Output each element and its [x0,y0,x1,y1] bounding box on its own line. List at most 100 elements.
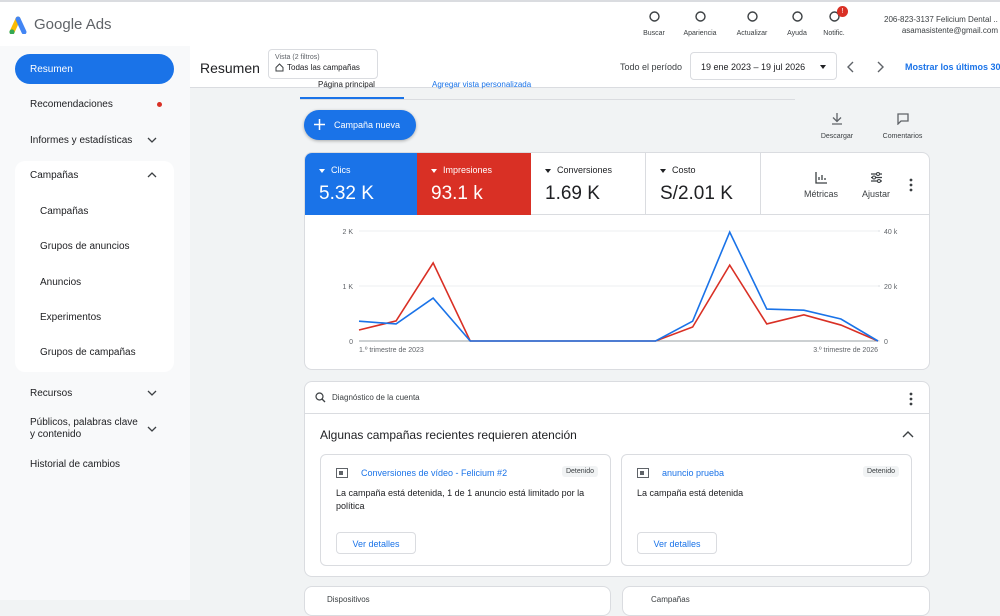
tile-label-text: Impresiones [443,165,493,175]
toolbar-button[interactable]: Actualizar [727,10,777,37]
toolbar-label: Ayuda [787,30,807,37]
toolbar-label: Notific. [823,30,845,37]
nav-item[interactable]: Campañas [30,170,79,181]
dropdown-arrow [820,65,826,69]
metrics-button[interactable]: Métricas [801,171,841,199]
tile-arrow [319,168,325,173]
y-tick-label: 1 K [342,284,353,291]
adjust-label: Ajustar [861,189,890,199]
date-range-text: 19 ene 2023 – 19 jul 2026 [701,62,806,72]
diag-title: Diagnóstico de la cuenta [332,393,420,402]
tool-icon [648,11,660,22]
metric-tile[interactable]: Costo S/2.01 K [646,153,761,215]
nav-item[interactable]: Públicos, palabras clave y contenido [30,417,138,440]
alert-message: La campaña está detenida [637,488,744,498]
y-tick-label: 0 [349,339,353,346]
side-nav: Resumen Recomendaciones Informes y estadís… [0,46,190,600]
campaign-icon [336,468,348,478]
chevron[interactable] [147,390,157,396]
nav-item[interactable]: Informes y estadísticas [30,135,133,146]
diag-heading: Algunas campañas recientes requieren ate… [320,428,577,442]
show-last-link[interactable]: Mostrar los últimos 30 [905,62,1000,72]
bottom-card: Campañas [622,586,930,616]
toolbar-label: Buscar [643,30,665,37]
performance-card: Clics 5.32 K Impresiones 93.1 k Conversion… [304,152,930,370]
nav-group-bg [15,161,174,372]
collapse-icon[interactable] [902,430,914,438]
tile-value: S/2.01 K [660,183,733,204]
home-icon [275,63,284,72]
toolbar-button[interactable]: Notific. [809,10,859,37]
toolbar-button[interactable]: Ayuda [772,10,822,37]
pager-arrows[interactable] [845,60,885,74]
tile-label: Costo [660,165,746,175]
download-button[interactable]: Descargar [812,112,862,140]
nav-item[interactable]: Experimentos [40,312,102,323]
y-tick-label: 2 K [342,229,353,236]
campaign-icon [637,468,649,478]
more-menu[interactable] [909,392,913,406]
campaign-name[interactable]: anuncio prueba [662,468,725,478]
view-value: Todas las campañas [275,63,371,72]
x-tick-label: 1.º trimestre de 2023 [359,347,424,354]
tile-value: 5.32 K [319,183,374,204]
more-menu[interactable] [909,178,913,192]
nav-item[interactable]: Recursos [30,388,73,399]
diag-icon [315,392,326,403]
toolbar-button[interactable]: Buscar [629,10,679,37]
date-range[interactable]: 19 ene 2023 – 19 jul 2026 [690,52,837,80]
nav-item[interactable]: Resumen [30,64,73,75]
metrics-icon [814,172,827,184]
tile-arrow [545,168,551,173]
chevron[interactable] [147,426,157,432]
period-label: Todo el período [620,62,683,72]
nav-item[interactable]: Grupos de campañas [40,347,136,358]
metric-tile[interactable]: Clics 5.32 K [305,153,417,215]
status-chip: Detenido [561,466,598,477]
status-chip: Detenido [862,466,899,477]
plus-icon [314,119,325,130]
chevron[interactable] [147,137,157,143]
tool-icon [791,11,803,22]
metric-tile[interactable]: Conversiones 1.69 K [531,153,646,215]
metric-tile[interactable]: Impresiones 93.1 k [417,153,531,215]
campaign-name[interactable]: Conversiones de vídeo - Felicium #2 [361,468,508,478]
view-selector[interactable]: Vista (2 filtros) Todas las campañas [268,49,378,79]
alert-dot [157,102,162,107]
details-button[interactable]: Ver detalles [336,532,416,554]
tabs: Página principal Agregar vista personali… [300,80,795,100]
nav-active-pill [15,54,174,84]
view-label: Vista (2 filtros) [275,54,320,61]
tab-indicator [300,97,404,99]
tile-value: 1.69 K [545,183,600,204]
new-campaign-label: Campaña nueva [334,120,401,130]
toolbar-button[interactable]: Apariencia [675,10,725,37]
tile-value: 93.1 k [431,183,483,204]
tool-icon [746,11,758,22]
nav-item[interactable]: Grupos de anuncios [40,241,130,252]
tile-arrow [660,168,666,173]
campaign-alert-card: anuncio prueba Detenido La campaña está de… [621,454,912,566]
campaign-alert-card: Conversiones de vídeo - Felicium #2 Deten… [320,454,611,566]
nav-item[interactable]: Campañas [40,206,89,217]
nav-item[interactable]: Historial de cambios [30,459,121,470]
tab[interactable]: Página principal [318,80,375,89]
tab[interactable]: Agregar vista personalizada [432,80,532,89]
nav-item[interactable]: Recomendaciones [30,99,113,110]
y2-tick-label: 20 k [884,284,898,291]
adjust-button[interactable]: Ajustar [856,171,896,199]
new-campaign-button[interactable]: Campaña nueva [304,110,416,140]
comment-icon [896,113,909,126]
tool-icon [828,11,840,22]
details-button[interactable]: Ver detalles [637,532,717,554]
comments-button[interactable]: Comentarios [875,112,930,140]
tile-arrow [431,168,437,173]
nav-item[interactable]: Anuncios [40,277,82,288]
chevron[interactable] [147,172,157,178]
download-label: Descargar [820,133,854,140]
toolbar-label: Apariencia [683,30,717,37]
adjust-icon [870,172,882,183]
chart: 0 1 K 2 K 0 20 k 40 k 1.º trimestre de 2023 3.º… [342,229,898,354]
tile-label: Impresiones [431,165,517,175]
